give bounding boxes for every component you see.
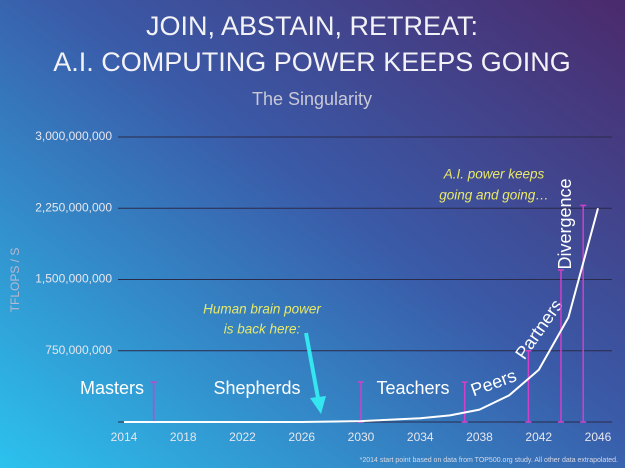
annotation: A.I. power keeps xyxy=(443,167,545,182)
x-tick-label: 2014 xyxy=(111,430,138,444)
x-tick-label: 2034 xyxy=(407,430,434,444)
annotation: is back here: xyxy=(224,322,301,337)
stage-marker xyxy=(557,269,564,423)
y-tick-label: 2,250,000,000 xyxy=(35,200,112,214)
x-tick-label: 2018 xyxy=(170,430,197,444)
y-tick-label: 1,500,000,000 xyxy=(35,272,112,286)
y-tick-label: 750,000,000 xyxy=(45,343,112,357)
stage-label: Masters xyxy=(80,378,144,398)
x-tick-label: 2026 xyxy=(288,430,315,444)
chart-title: JOIN, ABSTAIN, RETREAT: xyxy=(146,11,478,41)
x-tick-label: 2046 xyxy=(585,430,612,444)
line xyxy=(124,208,599,423)
x-tick-label: 2022 xyxy=(229,430,256,444)
arrow xyxy=(304,332,326,414)
stage-label: Shepherds xyxy=(213,378,300,398)
subtitle: The Singularity xyxy=(252,89,372,109)
y-axis-label: TFLOPS / S xyxy=(8,248,22,313)
stage-marker xyxy=(580,204,587,423)
stage-label: Divergence xyxy=(555,178,575,269)
x-tick-label: 2038 xyxy=(466,430,493,444)
chart-title: A.I. COMPUTING POWER KEEPS GOING xyxy=(53,47,571,77)
annotation: Human brain power xyxy=(203,302,321,317)
stage-marker xyxy=(461,381,468,423)
footnote: *2014 start point based on data from TOP… xyxy=(360,457,618,464)
stage-label: Teachers xyxy=(376,378,449,398)
x-tick-label: 2030 xyxy=(348,430,375,444)
y-tick-label: 3,000,000,000 xyxy=(35,129,112,143)
annotation: going and going… xyxy=(439,188,549,203)
x-tick-label: 2042 xyxy=(525,430,552,444)
stage-marker xyxy=(525,350,532,423)
